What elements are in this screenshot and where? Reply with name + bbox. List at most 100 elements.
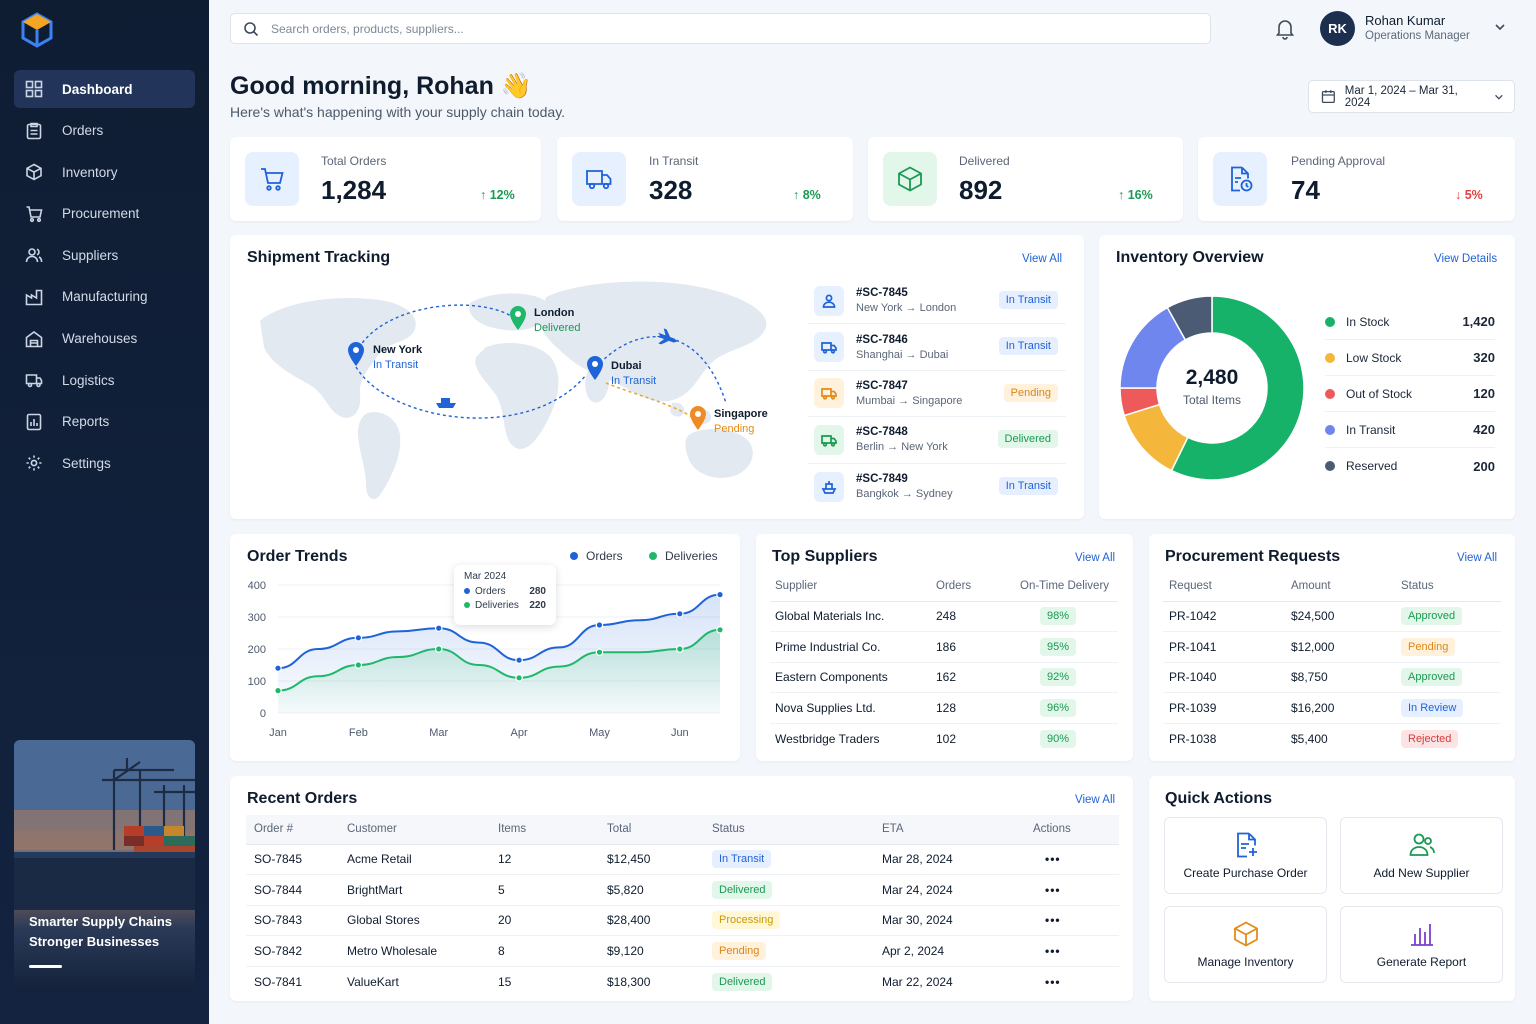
add-new-supplier-button[interactable]: Add New Supplier [1340,817,1503,894]
chevron-down-icon[interactable] [1493,20,1507,34]
logo-cube-icon[interactable] [20,12,54,48]
sidebar-item-label: Manufacturing [62,289,148,305]
search-input[interactable]: Search orders, products, suppliers... [230,13,1211,44]
column-header: Supplier [770,572,936,602]
sidebar-item-inventory[interactable]: Inventory [14,153,195,191]
sidebar-item-logistics[interactable]: Logistics [14,361,195,399]
kpi-card-total-orders[interactable]: Total Orders 1,284 ↑ 12% [230,137,541,221]
y-tick-label: 0 [260,708,266,720]
sidebar-item-manufacturing[interactable]: Manufacturing [14,278,195,316]
more-actions-icon[interactable]: ••• [1033,935,1119,967]
arrow-down-icon: ↓ [1455,188,1465,202]
shipment-row[interactable]: #SC-7848 Berlin → New York Delivered [808,417,1066,464]
table-row[interactable]: SO-7842 Metro Wholesale 8 $9,120 Pending Apr … [246,935,1119,967]
card-title: Procurement Requests [1165,548,1341,565]
shipment-row[interactable]: #SC-7849 Bangkok → Sydney In Transit [808,464,1066,510]
shipment-row[interactable]: #SC-7845 New York → London In Transit [808,278,1066,325]
sidebar-item-procurement[interactable]: Procurement [14,195,195,233]
bell-icon[interactable] [1275,18,1295,40]
donut-total-label: Total Items [1182,393,1242,407]
date-range-picker[interactable]: Mar 1, 2024 – Mar 31, 2024 [1308,80,1515,113]
sidebar-item-warehouses[interactable]: Warehouses [14,320,195,358]
y-tick-label: 300 [248,612,266,624]
shipment-icon-box [814,424,844,455]
map-pin-new-york[interactable] [346,341,366,367]
table-row[interactable]: SO-7843 Global Stores 20 $28,400 Processing M… [246,905,1119,936]
table-row[interactable]: SO-7841 ValueKart 15 $18,300 Delivered Mar 22… [246,966,1119,997]
table-row[interactable]: Eastern Components 162 92% [770,662,1118,693]
manage-inventory-button[interactable]: Manage Inventory [1164,906,1327,983]
action-label: Manage Inventory [1197,955,1294,969]
truck-icon [821,388,837,401]
sidebar-item-reports[interactable]: Reports [14,403,195,441]
request-amount: $8,750 [1291,662,1401,693]
order-customer: Global Stores [347,905,498,936]
kpi-card-in-transit[interactable]: In Transit 328 ↑ 8% [557,137,853,221]
order-total: $5,820 [607,874,712,906]
status-cell: Pending [712,935,882,967]
kpi-card-delivered[interactable]: Delivered 892 ↑ 16% [868,137,1183,221]
view-all-link[interactable]: View All [1075,794,1116,806]
create-purchase-order-button[interactable]: Create Purchase Order [1164,817,1327,894]
map-pin-london[interactable] [508,305,528,331]
shipment-row[interactable]: #SC-7847 Mumbai → Singapore Pending [808,371,1066,418]
kpi-card-pending-approval[interactable]: Pending Approval 74 ↓ 5% [1198,137,1515,221]
order-eta: Mar 22, 2024 [882,974,953,989]
kpi-delta: ↓ 5% [1455,188,1483,202]
order-items: 20 [498,905,607,936]
sidebar-item-suppliers[interactable]: Suppliers [14,236,195,274]
table-row[interactable]: Nova Supplies Ltd. 128 96% [770,692,1118,724]
table-row[interactable]: PR-1040 $8,750 Approved [1163,662,1501,693]
sidebar-item-label: Orders [62,123,104,139]
view-all-link[interactable]: View All [1075,552,1116,564]
more-actions-icon[interactable]: ••• [1033,905,1119,936]
legend-label: Reserved [1346,459,1398,473]
series-point-orders [354,634,363,642]
request-amount: $5,400 [1291,731,1328,746]
avatar[interactable]: RK [1320,11,1355,46]
kpi-delta: ↑ 16% [1118,188,1153,202]
map-status: In Transit [611,375,657,387]
user-name[interactable]: Rohan Kumar [1365,13,1446,28]
sidebar-item-dashboard[interactable]: Dashboard [14,70,195,108]
view-all-link[interactable]: View All [1457,552,1498,564]
table-row[interactable]: SO-7845 Acme Retail 12 $12,450 In Transit Mar… [246,844,1119,875]
series-point-orders [274,664,282,673]
carousel-indicator[interactable] [29,965,62,968]
generate-report-button[interactable]: Generate Report [1340,906,1503,983]
more-actions-icon[interactable]: ••• [1045,974,1061,989]
kpi-delta: ↑ 12% [480,188,515,202]
sidebar-item-orders[interactable]: Orders [14,112,195,150]
table-row[interactable]: SO-7844 BrightMart 5 $5,820 Delivered Mar 24,… [246,874,1119,906]
order-customer: Acme Retail [347,844,498,875]
document-plus-icon [1237,832,1257,858]
table-row[interactable]: Westbridge Traders 102 90% [770,723,1118,754]
shipment-route: Bangkok → Sydney [856,488,953,501]
table-row[interactable]: PR-1039 $16,200 In Review [1163,692,1501,724]
chart-tooltip: Mar 2024 Orders 280 Deliveries 220 [454,565,556,625]
order-total: $18,300 [607,974,651,989]
table-row[interactable]: PR-1042 $24,500 Approved [1163,601,1501,632]
promo-banner[interactable]: Smarter Supply Chains Stronger Businesse… [14,740,195,992]
sidebar-item-settings[interactable]: Settings [14,444,195,482]
table-row[interactable]: Prime Industrial Co. 186 95% [770,631,1118,663]
arrow-up-icon: ↑ [793,188,803,202]
card-title: Shipment Tracking [247,249,391,266]
shipment-id: #SC-7846 [856,333,908,346]
port-cranes-illustration [14,740,195,910]
shipment-row[interactable]: #SC-7846 Shanghai → Dubai In Transit [808,324,1066,371]
view-all-link[interactable]: View All [1022,253,1063,265]
more-actions-icon[interactable]: ••• [1033,874,1119,906]
table-row[interactable]: PR-1041 $12,000 Pending [1163,631,1501,663]
map-pin-dubai[interactable] [585,355,605,381]
sidebar: Dashboard Orders Inventory Procurement S… [0,0,209,1024]
table-row[interactable]: PR-1038 $5,400 Rejected [1163,723,1501,754]
table-row[interactable]: Global Materials Inc. 248 98% [770,601,1118,632]
more-actions-icon[interactable]: ••• [1033,844,1119,875]
legend-dot [1325,388,1335,399]
order-items: 8 [498,935,607,967]
map-pin-singapore[interactable] [688,405,708,431]
recent-orders-card: Recent Orders View All Order # Customer … [230,776,1133,1001]
view-details-link[interactable]: View Details [1434,253,1498,265]
table-header-row: Request Amount Status [1163,572,1501,602]
